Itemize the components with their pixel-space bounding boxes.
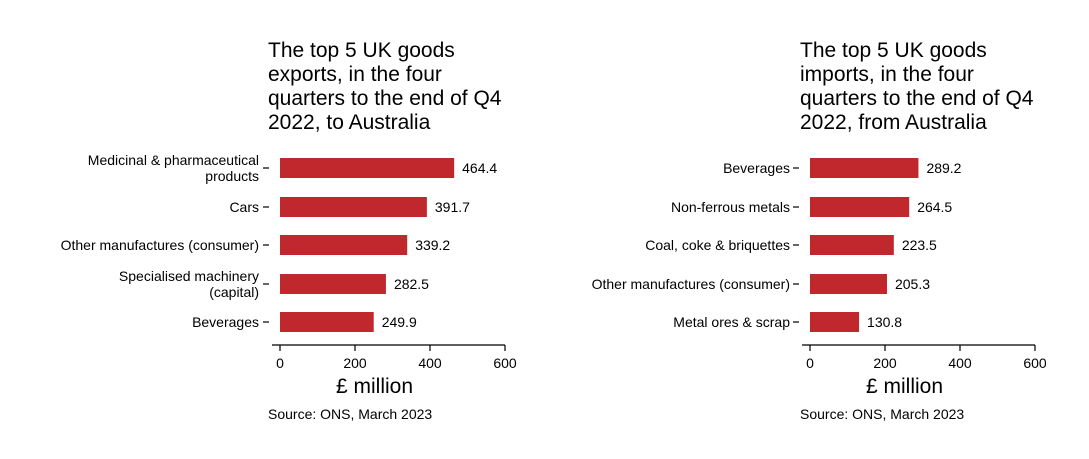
category-label: Beverages <box>192 314 259 330</box>
bar <box>280 274 386 294</box>
category-label: Other manufactures (consumer) <box>592 276 790 292</box>
x-tick-label: 600 <box>1023 355 1047 371</box>
bar <box>810 312 860 332</box>
chart-title-line: exports, in the four <box>268 63 442 86</box>
value-label: 391.7 <box>435 199 470 215</box>
category-label: Non-ferrous metals <box>671 199 790 215</box>
value-label: 464.4 <box>462 160 497 176</box>
chart-title-line: quarters to the end of Q4 <box>800 87 1034 110</box>
source-note: Source: ONS, March 2023 <box>800 406 964 422</box>
bar <box>280 197 427 217</box>
category-label: Other manufactures (consumer) <box>61 237 259 253</box>
chart-title-line: imports, in the four <box>800 63 974 86</box>
bar <box>810 197 910 217</box>
category-label: Specialised machinery <box>119 268 259 284</box>
category-label: Medicinal & pharmaceutical <box>88 152 259 168</box>
chart-title-line: 2022, from Australia <box>800 111 987 134</box>
bar <box>280 158 455 178</box>
value-label: 289.2 <box>926 160 961 176</box>
value-label: 339.2 <box>415 237 450 253</box>
value-label: 130.8 <box>867 314 902 330</box>
value-label: 205.3 <box>895 276 930 292</box>
bar <box>280 235 408 255</box>
value-label: 223.5 <box>902 237 937 253</box>
x-tick-label: 0 <box>276 355 284 371</box>
chart-title-line: quarters to the end of Q4 <box>268 87 502 110</box>
x-axis-label: £ million <box>866 375 943 398</box>
x-tick-label: 400 <box>948 355 972 371</box>
x-tick-label: 400 <box>418 355 442 371</box>
bar <box>810 158 919 178</box>
category-label: Beverages <box>723 160 790 176</box>
value-label: 249.9 <box>382 314 417 330</box>
x-tick-label: 0 <box>806 355 814 371</box>
x-tick-label: 600 <box>493 355 517 371</box>
x-axis-label: £ million <box>336 375 413 398</box>
value-label: 282.5 <box>394 276 429 292</box>
chart-title-line: The top 5 UK goods <box>268 39 455 62</box>
category-label: Metal ores & scrap <box>673 314 790 330</box>
value-label: 264.5 <box>917 199 952 215</box>
x-tick-label: 200 <box>343 355 367 371</box>
bar <box>810 274 887 294</box>
x-tick-label: 200 <box>873 355 897 371</box>
chart-title-line: The top 5 UK goods <box>800 39 987 62</box>
bar <box>810 235 894 255</box>
category-label: (capital) <box>209 284 259 300</box>
source-note: Source: ONS, March 2023 <box>268 406 432 422</box>
category-label: Coal, coke & briquettes <box>645 237 790 253</box>
chart-title-line: 2022, to Australia <box>268 111 431 134</box>
category-label: products <box>205 168 259 184</box>
category-label: Cars <box>229 199 259 215</box>
bar <box>280 312 374 332</box>
